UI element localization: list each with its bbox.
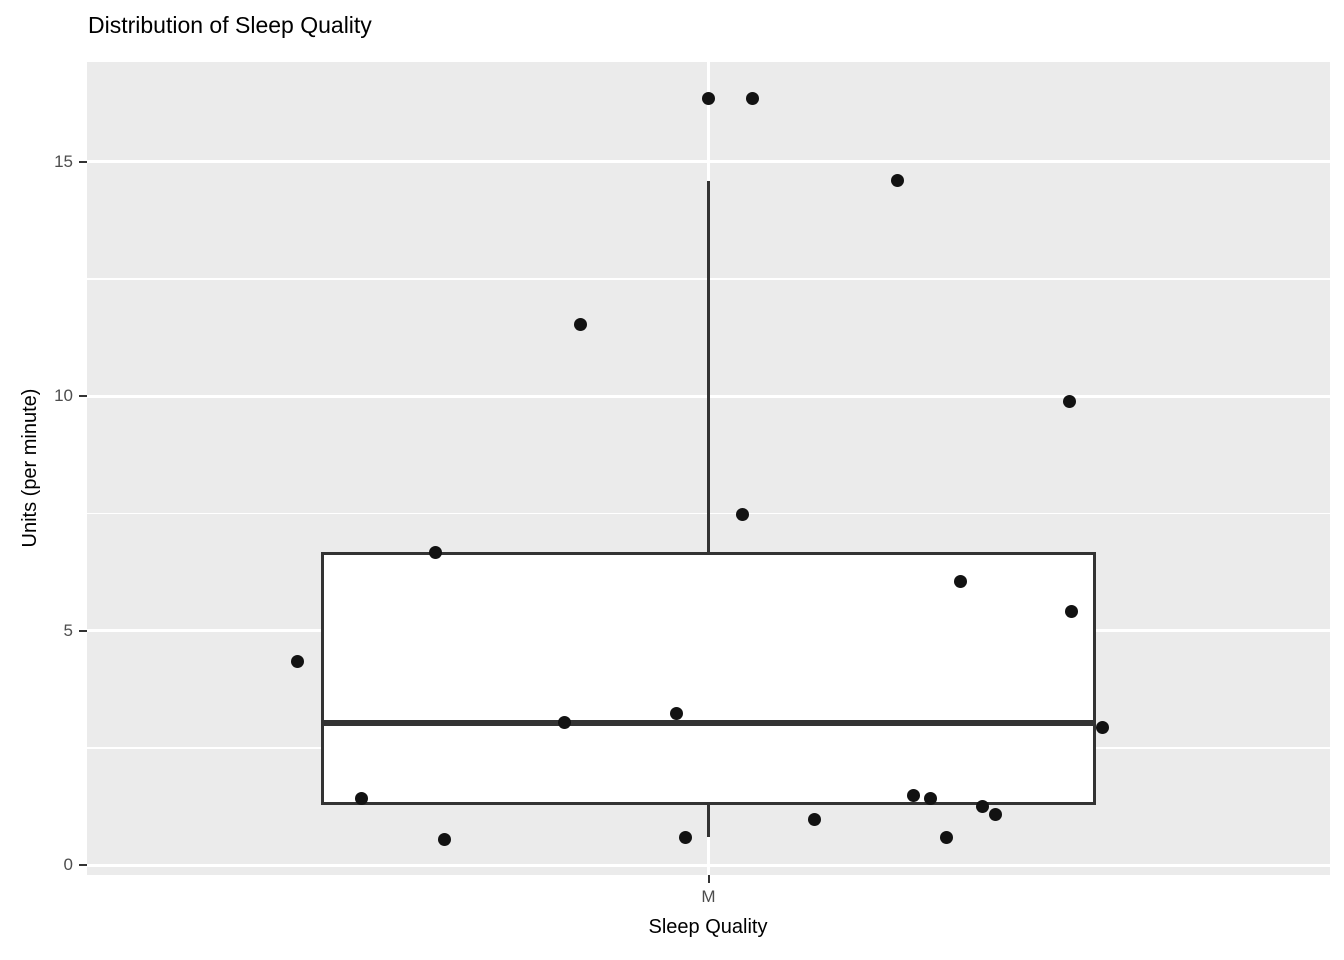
data-point — [290, 654, 304, 668]
y-tick-mark — [79, 864, 87, 867]
y-axis-title: Units (per minute) — [19, 388, 41, 548]
y-tick-mark — [79, 395, 87, 398]
y-tick-label: 10 — [54, 386, 73, 406]
data-point — [1063, 395, 1077, 409]
data-point — [939, 830, 953, 844]
x-tick-label: M — [701, 887, 716, 906]
data-point — [1065, 604, 1079, 618]
data-point — [558, 715, 572, 729]
data-point — [745, 91, 759, 105]
data-point — [923, 791, 937, 805]
x-axis-title: Sleep Quality — [648, 916, 768, 938]
data-point — [428, 546, 442, 560]
plot-title: Distribution of Sleep Quality — [88, 12, 372, 38]
data-point — [355, 791, 369, 805]
x-tick-mark — [707, 875, 710, 883]
data-point — [670, 706, 684, 720]
data-point — [988, 807, 1002, 821]
data-point — [954, 575, 968, 589]
median-line — [320, 719, 1097, 726]
upper-whisker — [707, 180, 710, 552]
y-tick-label: 0 — [63, 855, 73, 875]
data-point — [890, 173, 904, 187]
boxplot-box — [320, 551, 1097, 806]
data-point — [807, 812, 821, 826]
y-tick-label: 5 — [63, 620, 73, 640]
y-tick-mark — [79, 629, 87, 632]
data-point — [736, 508, 750, 522]
data-point — [907, 788, 921, 802]
data-point — [438, 832, 452, 846]
data-point — [574, 317, 588, 331]
data-point — [976, 799, 990, 813]
data-point — [678, 831, 692, 845]
data-point — [701, 91, 715, 105]
y-tick-label: 15 — [54, 151, 73, 171]
lower-whisker — [707, 805, 710, 837]
y-tick-mark — [79, 160, 87, 163]
plot-panel — [87, 62, 1330, 875]
data-point — [1096, 720, 1110, 734]
